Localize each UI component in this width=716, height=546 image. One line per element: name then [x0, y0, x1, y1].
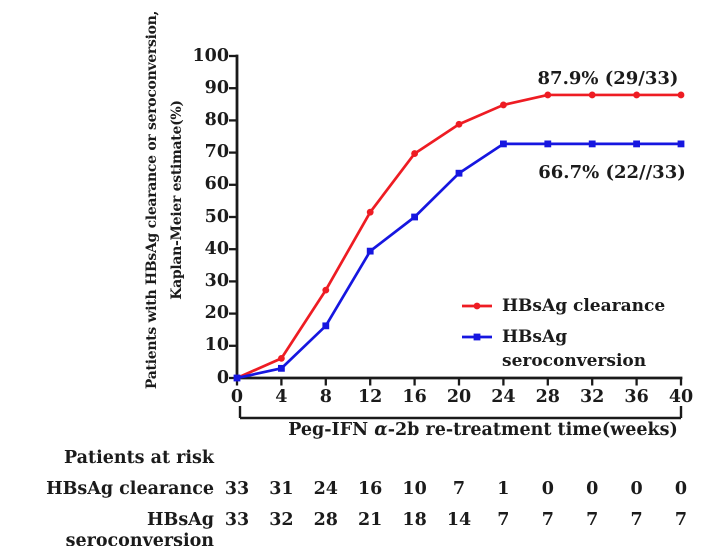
risk-value: 7	[452, 479, 466, 499]
y-tick-label: 20	[204, 303, 229, 324]
y-tick-label: 80	[204, 109, 229, 130]
series-marker-clearance	[677, 91, 685, 99]
y-tick-label: 100	[192, 45, 229, 66]
risk-table-title: Patients at risk	[63, 448, 214, 468]
y-tick-label: 50	[204, 206, 229, 227]
x-tick-label: 36	[624, 387, 649, 407]
x-axis-label-suffix: -2b re-treatment time(weeks)	[387, 420, 678, 440]
series-marker-seroconversion	[366, 247, 374, 255]
risk-value: 16	[358, 479, 383, 499]
series-marker-seroconversion	[544, 140, 552, 148]
series-marker-clearance	[500, 101, 507, 109]
risk-value: 18	[402, 510, 427, 530]
series-marker-seroconversion	[322, 322, 330, 330]
x-tick-label: 12	[358, 387, 383, 407]
risk-value: 7	[674, 510, 688, 530]
x-tick-label: 24	[491, 387, 516, 407]
alpha-symbol: α	[374, 420, 388, 440]
risk-value: 10	[402, 479, 427, 499]
y-axis-label-line1: Patients with HBsAg clearance or serocon…	[144, 10, 160, 390]
series-marker-clearance	[411, 150, 418, 157]
x-axis-label: Peg-IFN α-2b re-treatment time(weeks)	[260, 420, 706, 440]
legend-glyph-marker	[473, 333, 481, 341]
series-marker-clearance	[544, 91, 552, 99]
series-marker-seroconversion	[411, 213, 418, 221]
x-tick-label: 16	[402, 387, 427, 407]
risk-value: 21	[358, 510, 383, 530]
risk-row-label-seroconversion: HBsAg seroconversion	[65, 510, 214, 546]
risk-value: 1	[497, 479, 510, 499]
series-marker-clearance	[278, 354, 285, 362]
annotation-seroconversion: 66.7% (22//33)	[538, 162, 686, 183]
series-marker-clearance	[366, 208, 374, 216]
x-tick-label: 40	[668, 387, 694, 407]
y-tick-label: 30	[204, 270, 229, 291]
risk-value: 0	[586, 479, 599, 499]
series-marker-clearance	[455, 120, 463, 128]
x-axis-label-prefix: Peg-IFN	[288, 420, 375, 440]
risk-value: 0	[541, 479, 554, 499]
y-tick-label: 40	[204, 238, 229, 259]
series-marker-seroconversion	[233, 374, 241, 382]
legend-label-seroconversion: HBsAg seroconversion	[502, 327, 647, 371]
risk-value: 32	[269, 510, 294, 530]
y-tick-label: 0	[216, 367, 229, 388]
series-marker-clearance	[588, 91, 596, 99]
risk-value: 7	[497, 510, 510, 530]
series-marker-seroconversion	[500, 140, 507, 148]
x-tick-label: 4	[275, 387, 288, 407]
risk-value: 7	[586, 510, 599, 530]
x-tick-label: 28	[535, 387, 560, 407]
legend-glyph-marker	[473, 302, 481, 310]
series-marker-seroconversion	[633, 140, 640, 148]
y-tick-label: 70	[204, 142, 229, 163]
risk-value: 28	[313, 510, 338, 530]
x-tick-label: 32	[580, 387, 605, 407]
annotation-clearance: 87.9% (29/33)	[537, 68, 679, 89]
x-tick-label: 8	[319, 387, 332, 407]
risk-value: 14	[446, 510, 472, 530]
legend-label-clearance: HBsAg clearance	[502, 296, 666, 316]
series-marker-clearance	[633, 91, 640, 99]
x-tick-label: 0	[230, 387, 244, 407]
risk-value: 33	[224, 479, 250, 499]
y-tick-label: 60	[204, 174, 229, 195]
y-tick-label: 10	[204, 335, 229, 356]
risk-value: 0	[674, 479, 688, 499]
y-tick-label: 90	[204, 77, 229, 98]
series-marker-seroconversion	[455, 169, 463, 177]
series-marker-seroconversion	[677, 140, 685, 148]
risk-value: 24	[313, 479, 338, 499]
series-marker-seroconversion	[278, 364, 285, 372]
x-tick-label: 20	[446, 387, 472, 407]
risk-value: 33	[224, 510, 250, 530]
risk-value: 0	[630, 479, 643, 499]
risk-value: 7	[541, 510, 554, 530]
series-marker-clearance	[322, 286, 330, 294]
risk-value: 31	[269, 479, 294, 499]
series-marker-seroconversion	[588, 140, 596, 148]
risk-row-label-clearance: HBsAg clearance	[46, 479, 214, 499]
risk-value: 7	[630, 510, 643, 530]
